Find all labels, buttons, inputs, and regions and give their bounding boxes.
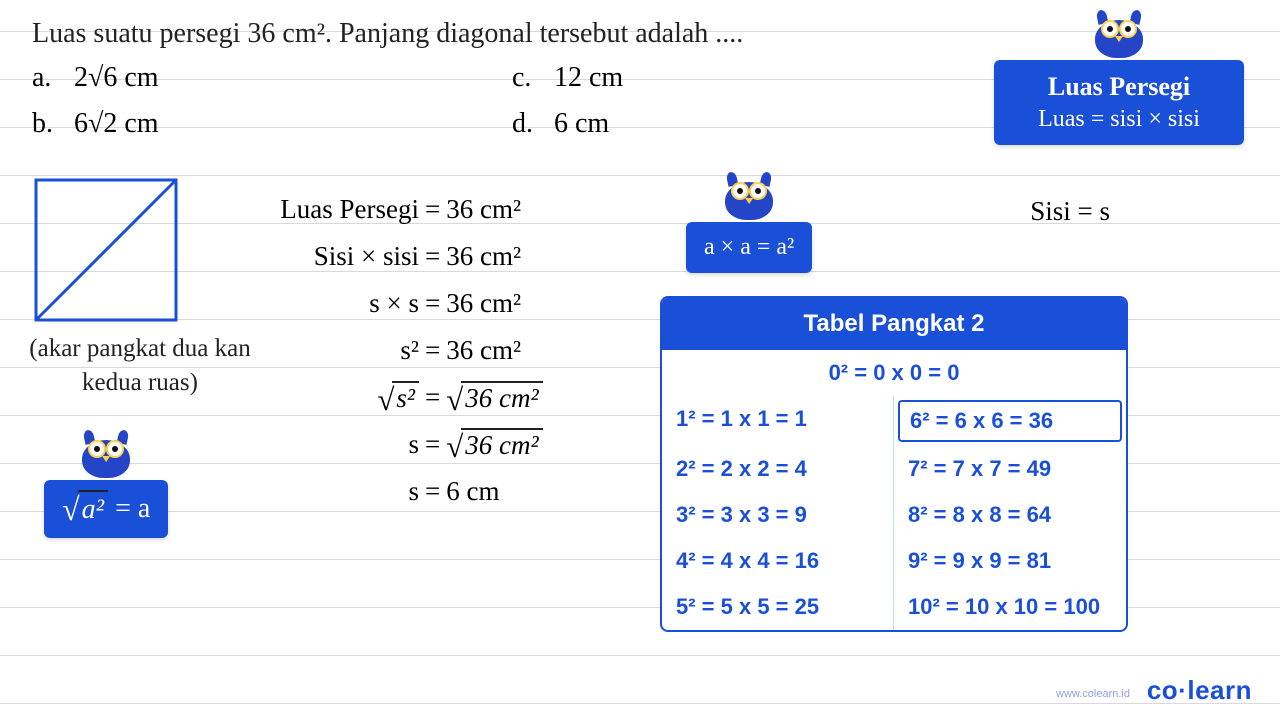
brand-logo: co·learn: [1147, 675, 1252, 706]
table-row: 9² = 9 x 9 = 81: [894, 538, 1126, 584]
formula-box-bottom-group: √a² = a: [44, 432, 168, 538]
owl-icon: [78, 432, 134, 478]
table-row: 3² = 3 x 3 = 9: [662, 492, 894, 538]
square-diagram: [34, 178, 179, 323]
note-text: (akar pangkat dua kan kedua ruas): [20, 332, 260, 400]
owl-icon: [1091, 12, 1147, 58]
table-row-highlighted: 6² = 6 x 6 = 36: [898, 400, 1122, 442]
formula-box-top-group: Luas Persegi Luas = sisi × sisi: [994, 12, 1244, 145]
option-b: b.6√2 cm: [32, 108, 512, 140]
working-steps: Luas Persegi=36 cm² Sisi × sisi=36 cm² s…: [235, 186, 543, 515]
formula-box-bottom: √a² = a: [44, 480, 168, 538]
formula-box-mid-group: a × a = a²: [686, 174, 812, 273]
owl-icon: [721, 174, 777, 220]
brand-url: www.colearn.id: [1056, 688, 1130, 700]
formula-box-top: Luas Persegi Luas = sisi × sisi: [994, 60, 1244, 145]
table-row: 4² = 4 x 4 = 16: [662, 538, 894, 584]
option-a: a.2√6 cm: [32, 62, 512, 94]
table-row: 7² = 7 x 7 = 49: [894, 446, 1126, 492]
table-row: 10² = 10 x 10 = 100: [894, 584, 1126, 630]
formula-box-mid: a × a = a²: [686, 222, 812, 273]
power-table: Tabel Pangkat 2 0² = 0 x 0 = 0 1² = 1 x …: [660, 296, 1128, 632]
table-row: 1² = 1 x 1 = 1: [662, 396, 894, 446]
table-row: 5² = 5 x 5 = 25: [662, 584, 894, 630]
sisi-definition: Sisi = s: [1030, 196, 1110, 227]
table-title: Tabel Pangkat 2: [662, 298, 1126, 350]
option-c: c.12 cm: [512, 62, 862, 94]
option-d: d.6 cm: [512, 108, 862, 140]
table-row: 8² = 8 x 8 = 64: [894, 492, 1126, 538]
table-row: 2² = 2 x 2 = 4: [662, 446, 894, 492]
table-row: 0² = 0 x 0 = 0: [662, 350, 1126, 396]
